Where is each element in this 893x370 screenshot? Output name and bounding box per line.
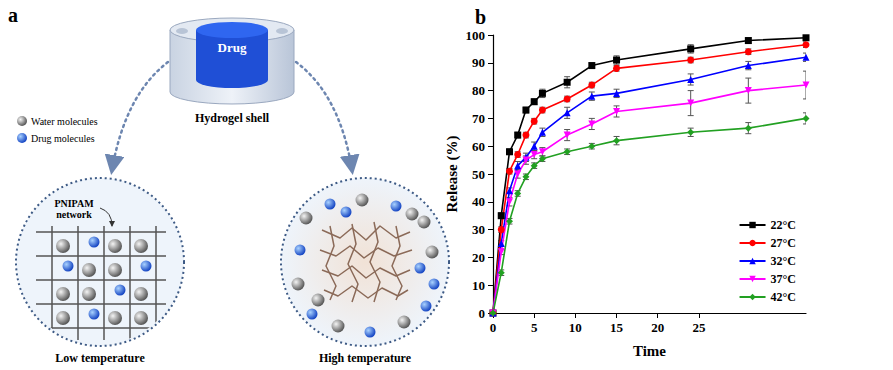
svg-text:27°C: 27°C <box>771 236 796 250</box>
svg-text:a: a <box>8 4 18 26</box>
svg-text:20: 20 <box>651 320 664 335</box>
svg-text:30: 30 <box>472 222 485 237</box>
svg-text:PNIPAM: PNIPAM <box>54 198 94 209</box>
svg-text:80: 80 <box>472 83 485 98</box>
svg-text:Time: Time <box>633 343 666 359</box>
svg-text:Drug molecules: Drug molecules <box>31 133 95 144</box>
svg-text:15: 15 <box>610 320 624 335</box>
svg-text:37°C: 37°C <box>771 272 796 286</box>
svg-text:Hydrogel shell: Hydrogel shell <box>195 111 270 125</box>
svg-text:Low temperature: Low temperature <box>55 351 145 365</box>
svg-text:90: 90 <box>472 55 485 70</box>
svg-text:22°C: 22°C <box>771 218 796 232</box>
svg-text:network: network <box>56 209 92 220</box>
svg-text:50: 50 <box>472 167 485 182</box>
svg-text:5: 5 <box>531 320 538 335</box>
svg-text:70: 70 <box>472 111 485 126</box>
svg-text:100: 100 <box>466 28 486 43</box>
svg-text:25: 25 <box>692 320 706 335</box>
svg-text:42°C: 42°C <box>771 290 796 304</box>
svg-text:Water molecules: Water molecules <box>31 116 98 127</box>
svg-text:10: 10 <box>569 320 582 335</box>
svg-text:40: 40 <box>472 194 485 209</box>
svg-text:32°C: 32°C <box>771 254 796 268</box>
svg-text:High temperature: High temperature <box>319 351 412 365</box>
svg-text:Drug: Drug <box>218 40 247 55</box>
svg-text:Release (%): Release (%) <box>444 135 461 212</box>
svg-text:10: 10 <box>472 278 485 293</box>
svg-text:60: 60 <box>472 139 485 154</box>
svg-text:0: 0 <box>479 306 486 321</box>
svg-text:b: b <box>475 6 486 28</box>
svg-text:20: 20 <box>472 250 485 265</box>
svg-text:0: 0 <box>490 320 497 335</box>
